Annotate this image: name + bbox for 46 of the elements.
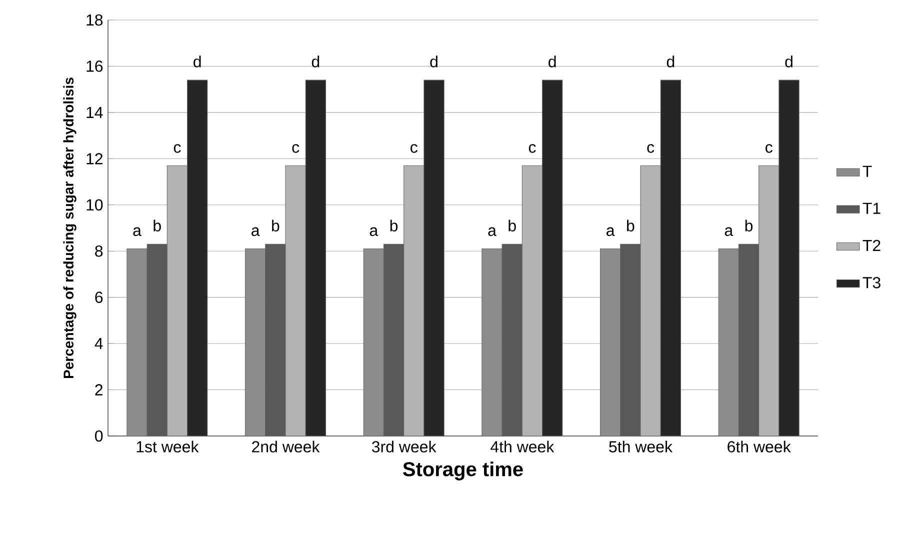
legend-label: T1 bbox=[862, 202, 880, 214]
x-tick-label: 1st week bbox=[136, 440, 199, 452]
data-label: d bbox=[666, 56, 674, 68]
legend-label: T3 bbox=[862, 277, 880, 288]
data-label: a bbox=[370, 227, 378, 236]
data-label: d bbox=[194, 56, 201, 68]
y-tick-label: 6 bbox=[95, 292, 103, 303]
x-tick-label: 5th week bbox=[609, 440, 673, 452]
y-tick-label: 16 bbox=[86, 60, 103, 72]
x-axis-title: Storage time bbox=[403, 462, 523, 480]
x-tick-label: 4th week bbox=[490, 440, 554, 452]
data-label: b bbox=[508, 220, 516, 232]
data-label: c bbox=[174, 144, 181, 153]
legend-label: T bbox=[862, 166, 872, 177]
data-label: c bbox=[528, 144, 536, 153]
y-tick-label: 4 bbox=[94, 338, 103, 350]
data-label: c bbox=[647, 144, 654, 153]
x-tick-label: 2nd week bbox=[252, 440, 320, 452]
data-label: b bbox=[627, 220, 634, 232]
legend-label: T2 bbox=[862, 240, 880, 251]
data-label: b bbox=[272, 220, 280, 232]
data-label: d bbox=[785, 56, 792, 68]
data-label: b bbox=[745, 220, 753, 232]
y-tick-label: 0 bbox=[95, 430, 103, 442]
y-tick-label: 10 bbox=[86, 199, 103, 211]
y-tick-label: 12 bbox=[86, 153, 102, 164]
data-label: a bbox=[724, 227, 734, 236]
data-label: a bbox=[606, 227, 615, 236]
y-tick-label: 2 bbox=[95, 384, 102, 396]
data-label: d bbox=[430, 56, 438, 68]
data-label: c bbox=[292, 144, 300, 153]
y-tick-label: 14 bbox=[86, 106, 103, 118]
data-label: d bbox=[312, 56, 320, 68]
data-label: b bbox=[154, 220, 161, 232]
data-label: d bbox=[548, 56, 556, 68]
data-label: c bbox=[410, 144, 418, 153]
y-tick-label: 18 bbox=[86, 14, 103, 26]
y-tick-label: 8 bbox=[95, 245, 103, 257]
x-tick-label: 6th week bbox=[728, 440, 791, 452]
data-label: a bbox=[252, 227, 260, 236]
data-label: a bbox=[488, 227, 496, 236]
data-label: a bbox=[133, 227, 142, 236]
data-label: b bbox=[390, 220, 398, 232]
x-tick-label: 3rd week bbox=[372, 440, 436, 452]
y-axis-title: Percentage of reducing sugar after hydrolisis bbox=[63, 78, 76, 378]
data-label: c bbox=[766, 144, 772, 153]
